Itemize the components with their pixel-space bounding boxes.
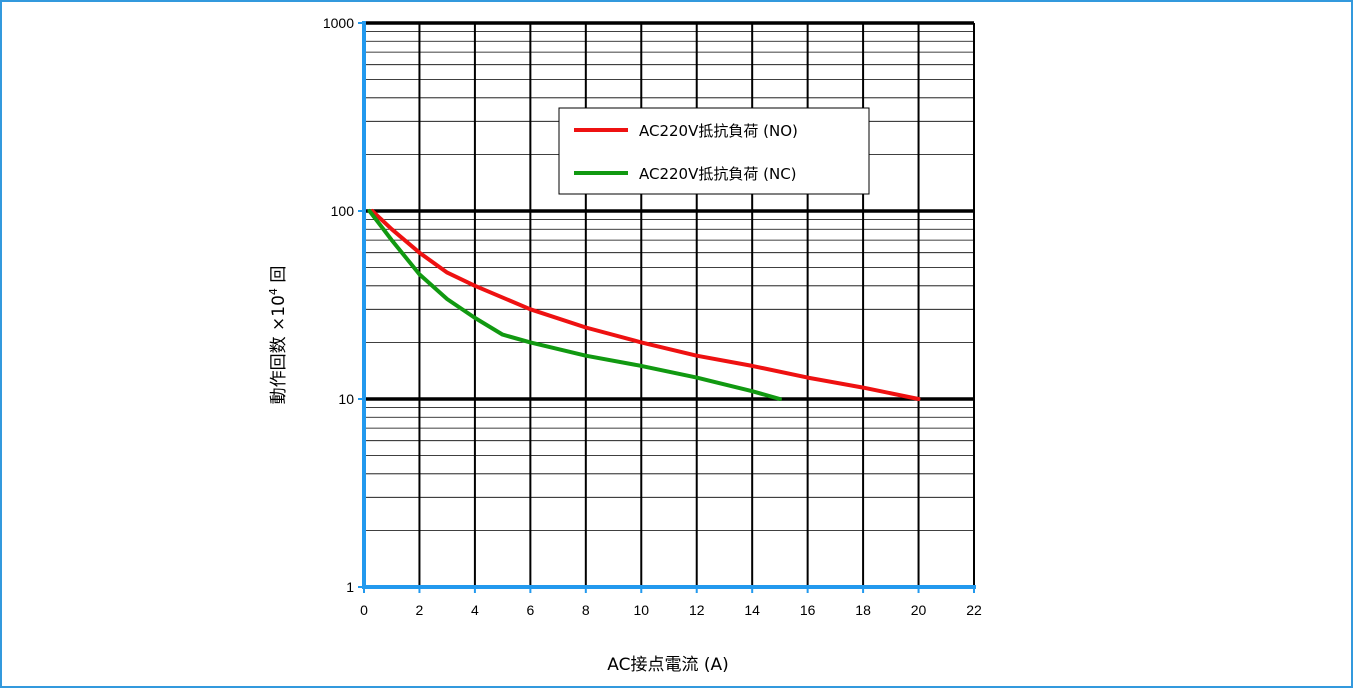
series-layer bbox=[367, 209, 921, 401]
x-tick-label: 22 bbox=[966, 602, 982, 618]
x-tick-label: 2 bbox=[416, 602, 424, 618]
x-tick-label: 8 bbox=[582, 602, 590, 618]
y-tick-label: 1 bbox=[346, 579, 354, 595]
x-tick-label: 14 bbox=[744, 602, 760, 618]
legend-label-nc: AC220V抵抗負荷 (NC) bbox=[639, 165, 797, 183]
x-tick-label: 0 bbox=[360, 602, 368, 618]
y-tick-label: 1000 bbox=[323, 15, 354, 31]
y-tick-label: 100 bbox=[331, 203, 355, 219]
x-tick-label: 10 bbox=[633, 602, 649, 618]
x-tick-label: 18 bbox=[855, 602, 871, 618]
x-tick-label: 16 bbox=[800, 602, 816, 618]
x-tick-label: 6 bbox=[526, 602, 534, 618]
axes bbox=[358, 21, 976, 593]
x-tick-label: 12 bbox=[689, 602, 705, 618]
y-axis-title-exponent: 4 bbox=[267, 288, 280, 295]
legend: AC220V抵抗負荷 (NO) AC220V抵抗負荷 (NC) bbox=[558, 107, 870, 195]
series-line-1 bbox=[367, 209, 782, 401]
y-axis-title-unit: 回 bbox=[269, 266, 289, 288]
y-axis-title: 動作回数 ×104 回 bbox=[267, 266, 289, 405]
grid bbox=[364, 21, 975, 587]
series-line-0 bbox=[370, 209, 921, 401]
y-tick-label: 10 bbox=[338, 391, 354, 407]
y-axis-title-main: 動作回数 ×10 bbox=[269, 295, 289, 404]
x-tick-label: 20 bbox=[911, 602, 927, 618]
legend-box bbox=[558, 107, 870, 195]
x-axis-title: AC接点電流 (A) bbox=[607, 655, 729, 675]
x-tick-label: 4 bbox=[471, 602, 479, 618]
tick-labels: 0 2 4 6 8 10 12 14 16 18 20 22 1 10 100 1000 bbox=[323, 15, 982, 618]
legend-label-no: AC220V抵抗負荷 (NO) bbox=[639, 122, 798, 140]
